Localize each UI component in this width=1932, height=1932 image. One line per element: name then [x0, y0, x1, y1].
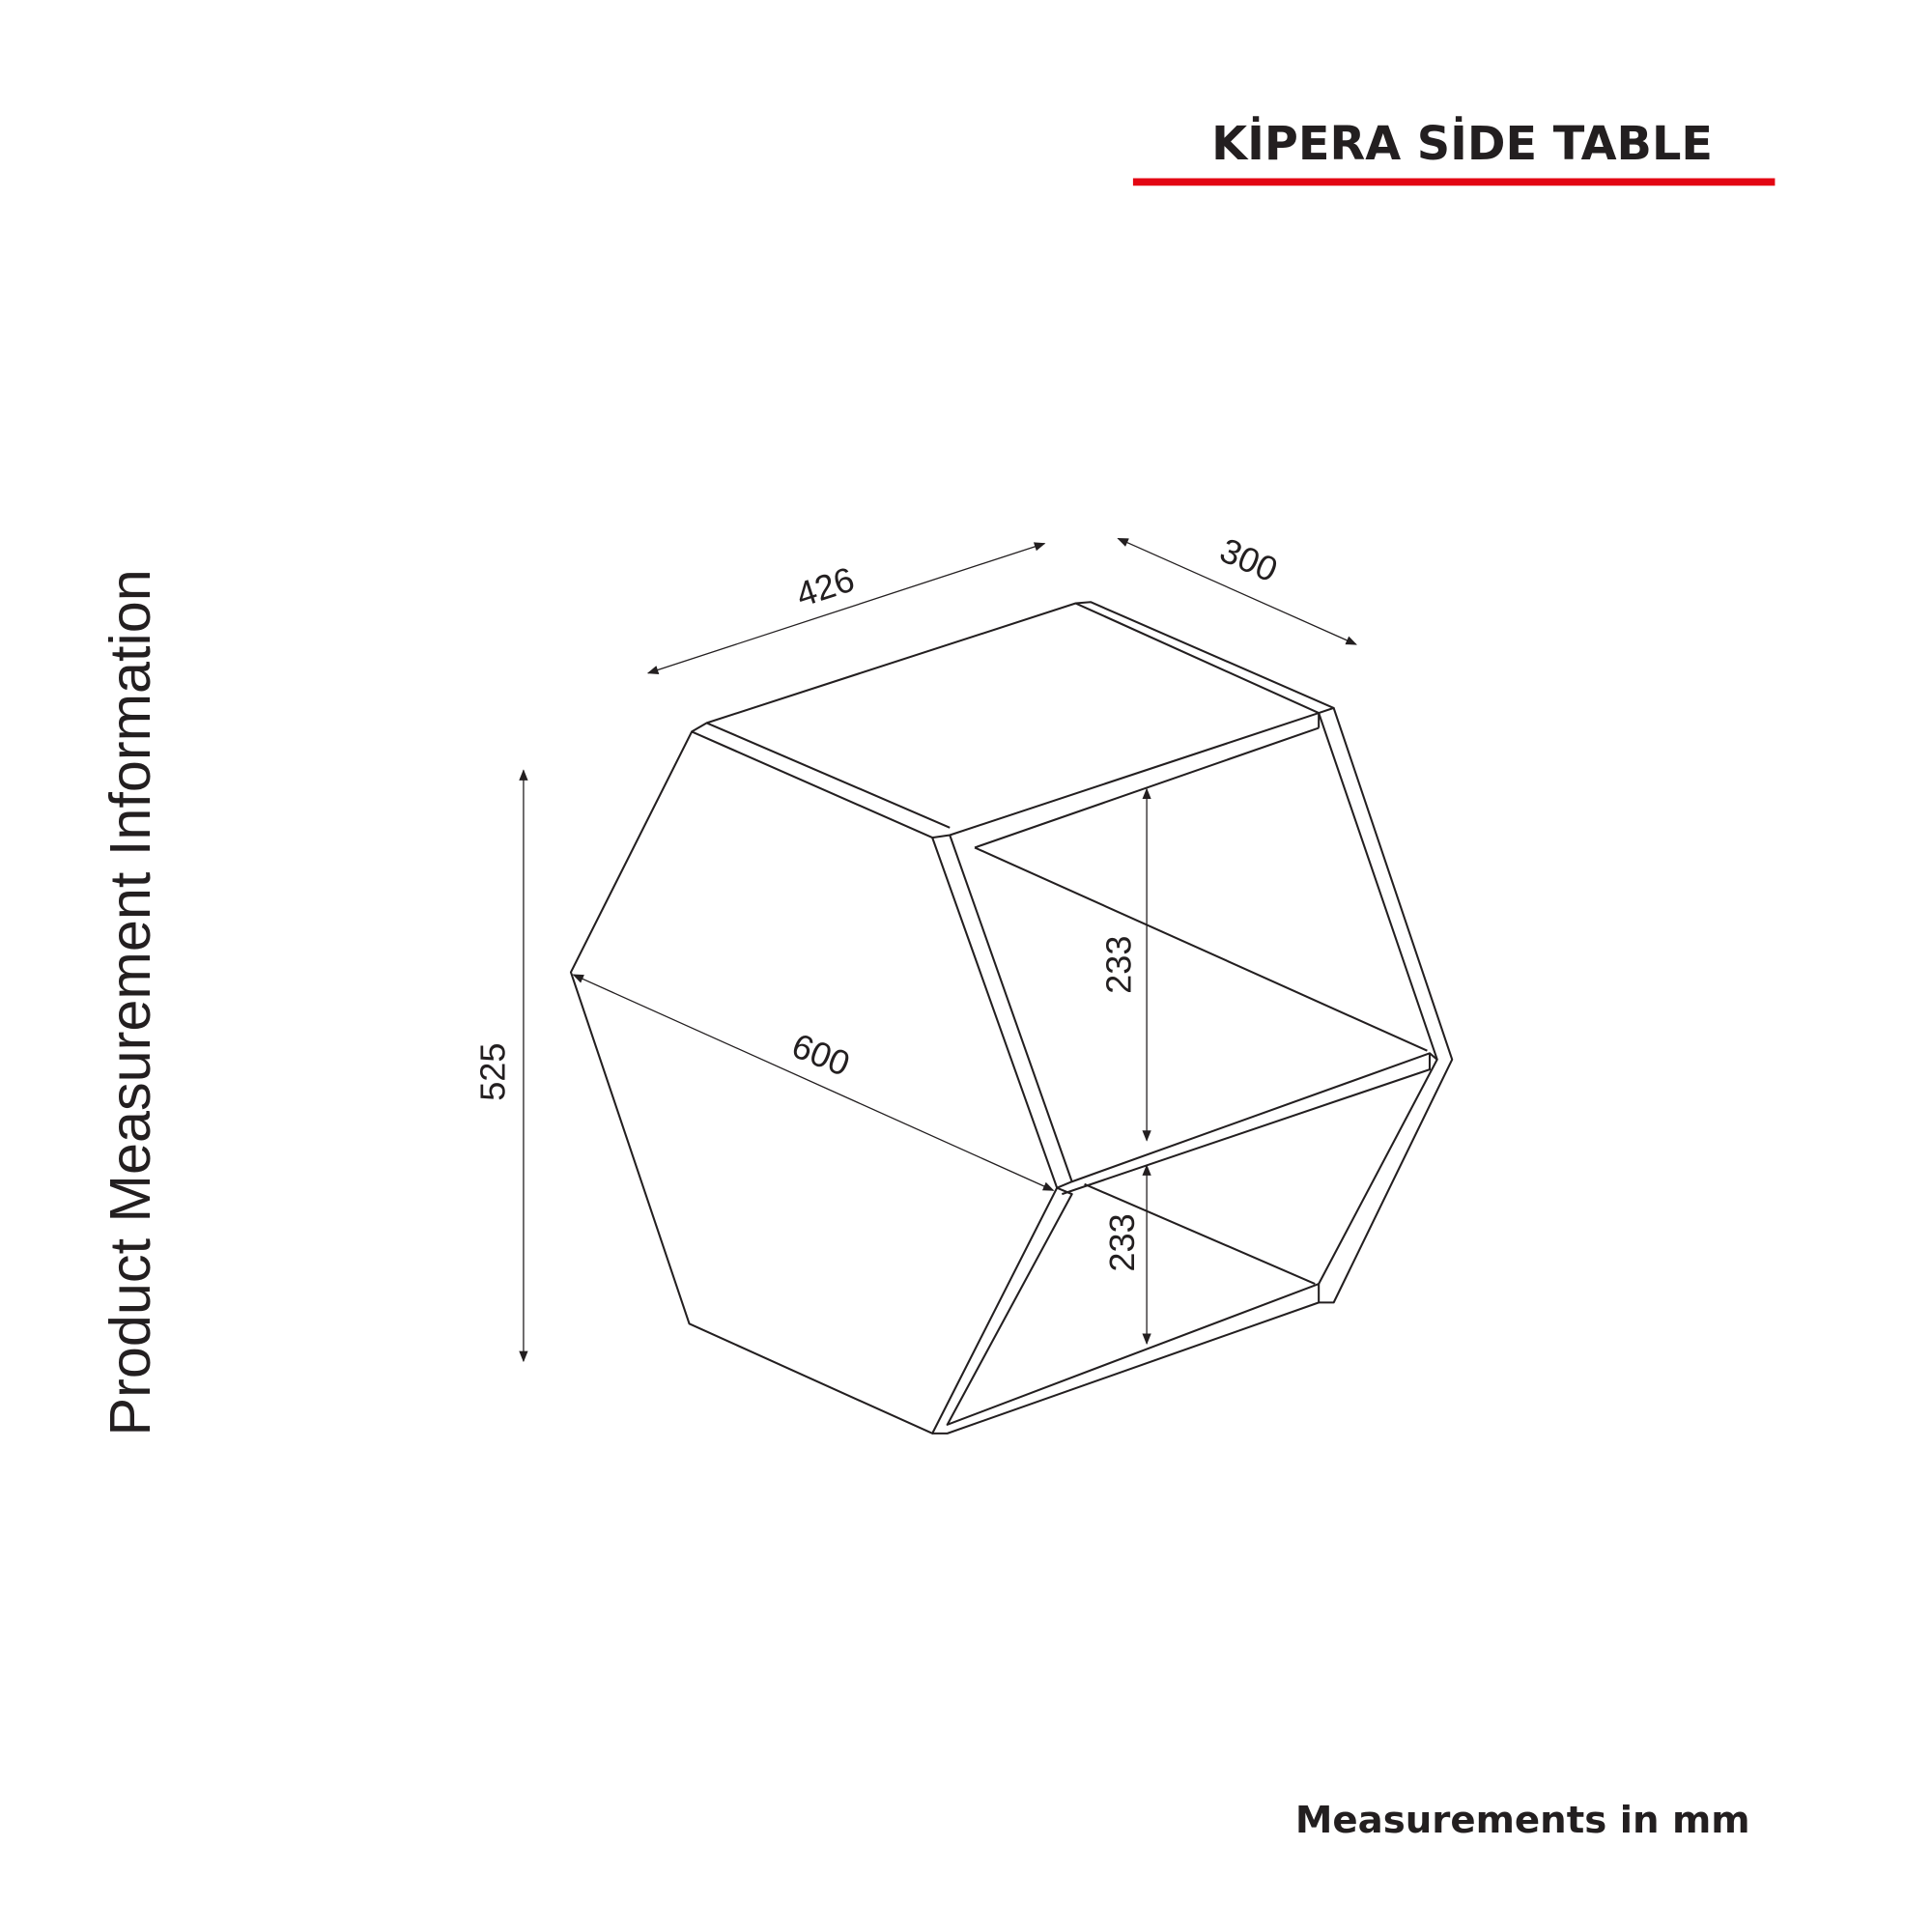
depth-arrow [1117, 537, 1357, 645]
side-label: Product Measurement Information [98, 569, 162, 1435]
measurement-unit-note: Measurements in mm [1295, 1799, 1750, 1842]
width-arrow [646, 542, 1046, 674]
lower-shelf-label: 233 [1102, 1213, 1142, 1271]
dimension-lines [519, 537, 1357, 1363]
upper-shelf-label: 233 [1098, 936, 1138, 994]
diagonal-arrow [572, 974, 1055, 1191]
top-panel [691, 601, 1335, 839]
height-label: 525 [473, 1043, 513, 1101]
page-title: KİPERA SİDE TABLE [1211, 116, 1713, 171]
width-label: 426 [791, 559, 859, 615]
hexagon-table-drawing [569, 601, 1454, 1435]
depth-label: 300 [1214, 530, 1284, 590]
